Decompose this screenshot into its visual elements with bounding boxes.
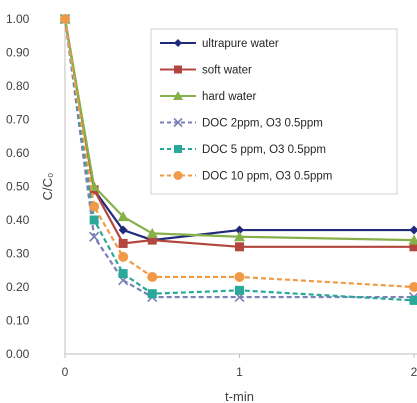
legend-swatch-marker-stroke [173,117,183,128]
data-point [235,225,244,235]
data-point [235,285,244,295]
data-point [89,201,100,212]
data-point [409,295,417,305]
y-tick-label: 0.80 [6,79,30,93]
data-point [118,251,129,262]
legend-swatch-marker [174,65,182,74]
legend-swatch-marker [174,39,182,47]
data-point [409,282,417,292]
legend: ultrapure water soft water hard water DOC 2… [150,28,398,195]
y-tick-label: 0.20 [6,280,30,294]
y-tick-label: 0.00 [6,347,30,361]
y-tick-label: 0.50 [6,180,30,194]
y-tick-label: 0.40 [6,213,30,227]
legend-box [150,28,398,195]
legend-label: soft water [202,65,252,77]
y-tick-label: 0.90 [6,46,30,60]
series-line [63,18,415,302]
y-tick-label: 1.00 [6,12,30,26]
legend-label: hard water [202,91,257,103]
legend-swatch-marker [174,145,182,153]
data-point [118,238,128,248]
legend-label: DOC 5 ppm, O3 0.5ppm [202,144,326,156]
series-3 [59,13,417,245]
data-point [146,227,158,238]
x-tick-label: 0 [62,365,69,379]
data-point [147,271,158,282]
series-line [63,18,414,299]
series-line [63,18,415,289]
y-tick-label: 0.70 [6,113,30,127]
legend-label: DOC 10 ppm, O3 0.5ppm [202,171,332,183]
data-point [409,225,417,235]
data-point [89,215,99,225]
series-layer [59,13,417,305]
data-point-stroke [89,231,100,242]
data-point [409,242,417,252]
data-point [118,225,128,235]
x-tick-label: 1 [236,365,243,379]
data-point [234,271,245,282]
x-axis-title: t-min [225,389,254,403]
legend-label: ultrapure water [202,38,279,50]
data-point [89,231,100,242]
data-point [234,231,245,242]
legend-swatch-marker [173,117,183,128]
series-line [63,18,415,242]
data-point [117,211,129,222]
legend-label: DOC 2ppm, O3 0.5ppm [202,118,323,130]
series-6 [60,14,417,292]
y-tick-label: 0.10 [6,314,30,328]
y-axis-title: C/C₀ [40,173,55,201]
y-tick-label: 0.60 [6,146,30,160]
axes: 0.00 0.10 0.20 0.30 0.40 0.50 0.60 0.70 0.80 0.90… [6,12,417,403]
data-point [60,14,70,24]
data-point [147,235,157,245]
x-tick-label: 2 [411,365,417,379]
data-point [118,269,128,279]
y-tick-label: 0.30 [6,247,30,261]
data-point [408,234,417,245]
legend-swatch-marker [173,91,183,100]
data-point [235,242,244,252]
data-point [147,289,157,299]
legend-swatch-marker [173,171,183,180]
